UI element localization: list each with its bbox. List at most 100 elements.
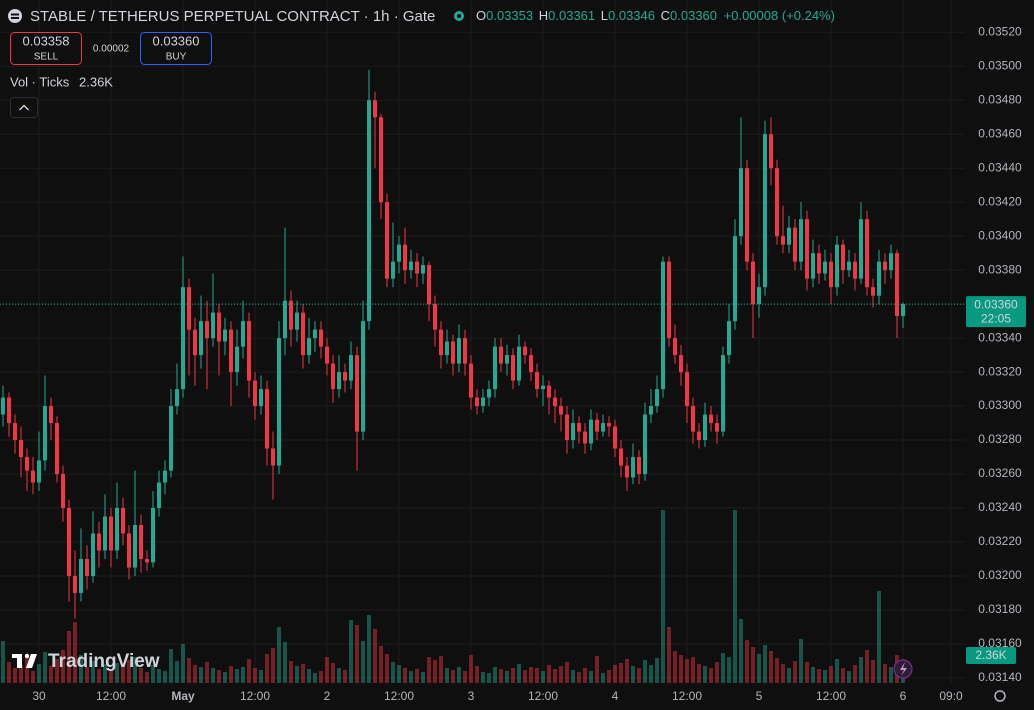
volume-bar [385,654,389,683]
volume-bar [739,619,743,683]
candle-body [73,575,77,593]
volume-bar [673,651,677,683]
candle-body [37,460,41,483]
volume-bar [799,639,803,683]
candle-body [709,414,713,424]
candle-body [1,397,5,415]
candle-body [859,219,863,279]
y-tick-label: 0.03500 [978,58,1022,72]
candle-body [541,385,545,390]
volume-bar [265,654,269,683]
candle-body [91,533,95,576]
volume-bar [91,661,95,683]
x-tick-label: 5 [756,689,763,703]
volume-bar [157,669,161,683]
volume-bar [439,656,443,683]
candle-body [325,346,329,364]
spread: 0.00002 [93,44,130,55]
volume-bar [517,664,521,683]
volume-bar [181,644,185,683]
volume-bar [289,661,293,683]
candle-body [475,397,479,407]
volume-bar [187,658,191,683]
candle-body [361,321,365,432]
candle-body [775,168,779,237]
volume-bar [283,642,287,683]
volume-bar [25,657,29,683]
volume-bar [877,591,881,683]
symbol-icon-mark [11,17,19,19]
candle-body [643,414,647,475]
candle-body [85,558,89,576]
candle-body [199,321,203,356]
candle-body [253,380,257,407]
sell-button[interactable] [10,32,82,65]
volume-bar [67,631,71,683]
volume-bar [19,665,23,683]
volume-bar [259,670,263,683]
logo-mark [26,654,37,668]
y-tick-label: 0.03440 [978,160,1022,174]
symbol-title[interactable]: STABLE / TETHERUS PERPETUAL CONTRACT · 1… [30,8,435,25]
volume-bar [655,658,659,683]
candle-body [499,346,503,364]
candle-body [283,300,287,339]
candle-body [583,431,587,444]
volume-bar [73,622,77,683]
volume-bar [379,646,383,683]
candle-body [625,465,629,478]
y-tick-label: 0.03480 [978,92,1022,106]
buy-button[interactable] [140,32,212,65]
volume-bar [727,657,731,683]
volume-bar [577,672,581,683]
volume-bar [541,671,545,683]
candle-body [31,470,35,483]
volume-bar [583,668,587,683]
candle-body [637,457,641,475]
candle-body [577,423,581,432]
logo-mark [17,654,22,668]
candle-body [721,355,725,432]
volume-bar [355,625,359,683]
candle-body [7,397,11,424]
volume-bar [661,510,665,683]
settings-icon[interactable] [994,690,1006,702]
candle-body [565,414,569,441]
symbol-icon[interactable] [8,9,22,23]
candle-body [289,300,293,330]
candle-body [151,508,155,563]
candle-body [247,321,251,381]
candle-body [181,287,185,390]
x-tick-label: 12:00 [528,689,558,703]
candle-body [619,448,623,466]
volume-value-label: 2.36K [975,648,1006,662]
candle-body [433,304,437,330]
x-tick-label: 30 [32,689,46,703]
volume-bar [313,673,317,683]
candles [0,69,965,619]
indicator-value: 2.36K [79,74,113,89]
alert-icon-glyph [900,662,907,676]
volume-bar [709,668,713,683]
volume-bar [499,669,503,683]
volume-bar [469,655,473,683]
volume-bar [145,672,149,683]
collapse-button[interactable] [10,97,38,118]
volume-bar [457,667,461,683]
volume-bar [127,660,131,683]
candle-body [595,419,599,432]
indicator-name[interactable]: Vol · Ticks [10,74,70,89]
candle-body [373,100,377,118]
volume-bar [229,666,233,683]
candle-body [307,338,311,356]
candle-body [517,346,521,381]
volume-bar [85,667,89,683]
x-tick-label: May [171,689,195,703]
candle-body [67,508,71,576]
candle-body [745,168,749,262]
candle-body [505,355,509,364]
y-tick-label: 0.03460 [978,126,1022,140]
candle-body [667,261,671,339]
volume-bar [697,664,701,683]
candle-body [139,524,143,559]
